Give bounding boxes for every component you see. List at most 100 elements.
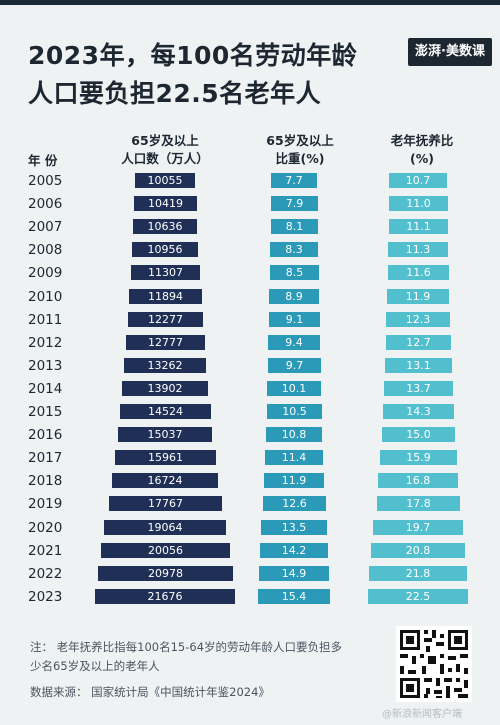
col-header-pop-line1: 65岁及以上	[131, 133, 199, 148]
qr-code	[396, 626, 472, 702]
col-header-share-line2: 比重(%)	[275, 151, 325, 166]
pop-bar: 10636	[133, 219, 197, 234]
ratio-bar-value: 20.8	[405, 544, 431, 557]
share-bar-value: 14.2	[281, 544, 307, 557]
ratio-bar-value: 12.3	[405, 313, 431, 326]
watermark: @新浪新闻客户端	[382, 709, 462, 720]
share-bar: 9.4	[268, 335, 320, 350]
pop-bar-value: 20978	[148, 567, 183, 580]
ratio-bar-value: 11.3	[405, 243, 431, 256]
ratio-bar: 11.9	[387, 289, 449, 304]
year-label: 2012	[28, 335, 63, 351]
data-source: 数据来源： 国家统计局《中国统计年鉴2024》	[30, 685, 270, 699]
year-label: 2014	[28, 381, 63, 397]
ratio-bar: 19.7	[373, 520, 463, 535]
pop-bar: 15037	[118, 427, 212, 442]
ratio-bar: 22.5	[368, 589, 468, 604]
pop-bar: 11307	[131, 265, 200, 280]
pop-bar: 11894	[129, 289, 202, 304]
ratio-bar: 11.1	[389, 219, 448, 234]
pop-bar-value: 17767	[148, 497, 183, 510]
share-bar: 14.9	[259, 566, 329, 581]
ratio-bar: 11.6	[388, 265, 449, 280]
year-label: 2018	[28, 473, 63, 489]
ratio-bar-value: 15.0	[406, 428, 431, 441]
ratio-bar-value: 14.3	[406, 405, 431, 418]
top-accent-bar	[0, 0, 500, 5]
year-label: 2019	[28, 496, 63, 512]
share-bar: 14.2	[260, 543, 328, 558]
share-bar-value: 12.6	[282, 497, 307, 510]
share-bar-value: 14.9	[281, 567, 307, 580]
year-label: 2022	[28, 566, 63, 582]
share-bar-value: 7.9	[285, 197, 304, 210]
pop-bar: 21676	[95, 589, 235, 604]
share-bar: 10.5	[267, 404, 322, 419]
ratio-bar: 10.7	[389, 173, 447, 188]
share-bar: 8.3	[270, 242, 318, 257]
pop-bar: 15961	[115, 450, 216, 465]
share-bar: 9.1	[269, 312, 320, 327]
year-label: 2011	[28, 312, 63, 328]
pop-bar: 12777	[126, 335, 205, 350]
pop-bar-value: 12777	[148, 336, 183, 349]
share-bar: 12.6	[263, 496, 326, 511]
share-bar-value: 10.1	[281, 382, 307, 395]
year-label: 2010	[28, 289, 63, 305]
ratio-bar: 13.7	[384, 381, 453, 396]
col-header-pop-line2: 人口数（万人）	[121, 151, 209, 166]
ratio-bar: 21.8	[369, 566, 467, 581]
pop-bar-value: 21676	[147, 590, 183, 603]
share-bar: 10.1	[267, 381, 321, 396]
pop-bar: 12277	[128, 312, 203, 327]
pop-bar-value: 19064	[147, 521, 183, 534]
pop-bar-value: 10956	[147, 243, 183, 256]
brand-logo-text: 澎湃·美数课	[415, 44, 485, 59]
pop-bar-value: 20056	[148, 544, 183, 557]
share-bar-value: 7.7	[285, 174, 303, 187]
year-label: 2016	[28, 427, 63, 443]
col-header-ratio-line1: 老年抚养比	[390, 133, 454, 148]
year-label: 2017	[28, 450, 63, 466]
year-label: 2005	[28, 173, 63, 189]
qr-code-graphic	[396, 626, 472, 702]
ratio-bar: 11.3	[388, 242, 448, 257]
pop-bar: 19064	[104, 520, 226, 535]
ratio-bar-value: 11.9	[405, 290, 431, 303]
col-header-year: 年 份	[28, 153, 58, 168]
year-label: 2015	[28, 404, 63, 420]
ratio-bar: 14.3	[383, 404, 454, 419]
ratio-bar-value: 15.9	[406, 451, 431, 464]
pop-bar-value: 11894	[148, 290, 183, 303]
share-bar-value: 8.3	[285, 243, 303, 256]
share-bar: 8.5	[270, 265, 319, 280]
pop-bar-value: 15037	[147, 428, 183, 441]
ratio-bar-value: 22.5	[405, 590, 431, 603]
ratio-bar-value: 19.7	[405, 521, 431, 534]
share-bar-value: 10.5	[282, 405, 307, 418]
share-bar: 11.9	[264, 473, 324, 488]
ratio-bar-value: 21.8	[405, 567, 431, 580]
pop-bar-value: 12277	[148, 313, 183, 326]
pop-bar: 20978	[98, 566, 233, 581]
year-label: 2007	[28, 219, 63, 235]
page-title-line1: 2023年，每100名劳动年龄	[28, 41, 358, 70]
year-label: 2008	[28, 242, 63, 258]
share-bar-value: 10.8	[281, 428, 307, 441]
year-label: 2013	[28, 358, 63, 374]
ratio-bar: 15.9	[380, 450, 457, 465]
ratio-bar-value: 10.7	[405, 174, 431, 187]
ratio-bar: 15.0	[382, 427, 455, 442]
ratio-bar: 12.7	[386, 335, 451, 350]
share-bar-value: 9.4	[285, 336, 303, 349]
ratio-bar: 17.8	[377, 496, 460, 511]
pop-bar: 10055	[135, 173, 195, 188]
share-bar-value: 8.5	[285, 266, 304, 279]
share-bar-value: 11.4	[281, 451, 307, 464]
ratio-bar-value: 11.0	[406, 197, 431, 210]
ratio-bar-value: 12.7	[406, 336, 431, 349]
share-bar-value: 8.9	[285, 290, 303, 303]
pop-bar-value: 13902	[147, 382, 183, 395]
ratio-bar: 20.8	[371, 543, 465, 558]
pop-bar: 13902	[122, 381, 208, 396]
